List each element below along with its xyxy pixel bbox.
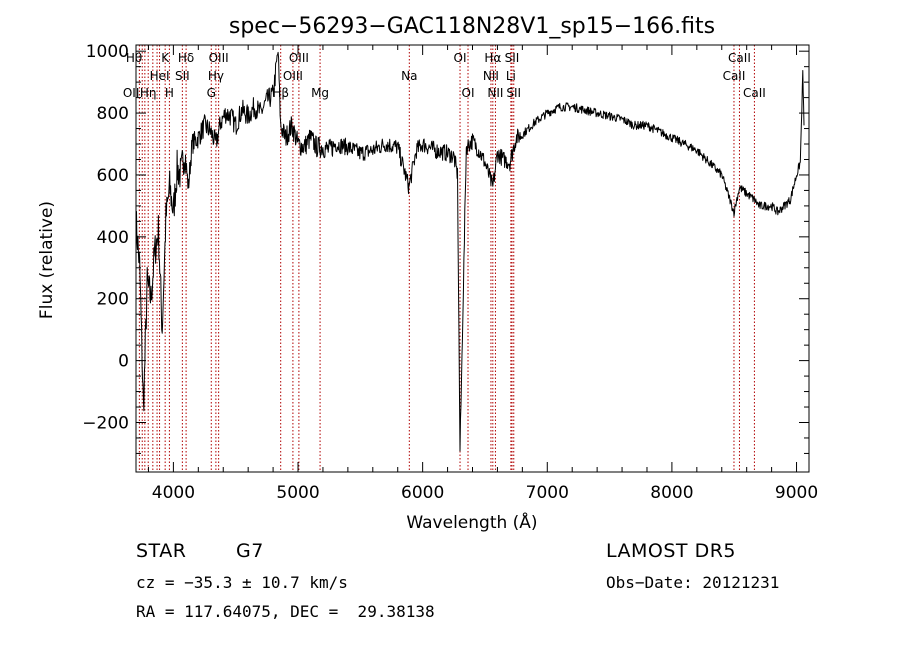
x-tick-label: 6000 xyxy=(401,483,444,503)
spectral-line-label: SII xyxy=(505,51,520,65)
spectral-line-label: Hα xyxy=(484,51,501,65)
spectral-line-label: OIII xyxy=(283,69,303,83)
spectral-line-markers xyxy=(138,45,755,472)
spectral-line-label: Hγ xyxy=(208,69,224,83)
spectral-line-label: CaII xyxy=(743,86,766,100)
observation-date: Obs−Date: 20121231 xyxy=(606,573,780,592)
spectral-line-label: Mg xyxy=(311,86,329,100)
x-tick-label: 5000 xyxy=(276,483,319,503)
spectral-line-label: OIII xyxy=(209,51,229,65)
y-tick-label: 200 xyxy=(97,290,129,310)
spectral-line-labels: OIIHθHηHeIKHSIIHδGHγOIIIHβOIIIOIIIMgNaOI… xyxy=(123,51,766,100)
x-axis: 4000 5000 6000 7000 8000 9000 xyxy=(147,45,818,503)
spectral-line-label: Hθ xyxy=(126,51,142,65)
y-tick-label: 600 xyxy=(97,166,129,186)
spectral-line-label: HeI xyxy=(150,69,170,83)
spectral-line-label: Hδ xyxy=(178,51,194,65)
y-axis-label: Flux (relative) xyxy=(37,201,57,319)
x-tick-label: 4000 xyxy=(152,483,195,503)
spectral-line-label: Hη xyxy=(140,86,157,100)
spectral-line-label: K xyxy=(161,51,170,65)
spectral-line-label: Li xyxy=(506,69,516,83)
y-tick-label: 1000 xyxy=(86,42,129,62)
spectrum-series xyxy=(135,51,805,452)
y-tick-label: 800 xyxy=(97,104,129,124)
chart-title: spec−56293−GAC118N28V1_sp15−166.fits xyxy=(229,14,715,39)
y-tick-label: 400 xyxy=(97,228,129,248)
redshift-cz: cz = −35.3 ± 10.7 km/s xyxy=(136,573,348,592)
spectral-line-label: OI xyxy=(462,86,475,100)
spectral-line-label: Hβ xyxy=(272,86,289,100)
x-axis-label: Wavelength (Å) xyxy=(406,511,537,533)
spectral-line-label: H xyxy=(165,86,174,100)
spectrum-line xyxy=(135,51,805,452)
y-tick-label: −200 xyxy=(82,413,129,433)
plot-frame xyxy=(135,44,810,473)
spectral-line-label: SII xyxy=(506,86,521,100)
coordinates: RA = 117.64075, DEC = 29.38138 xyxy=(136,602,435,621)
spectral-line-label: OII xyxy=(123,86,140,100)
spectral-line-label: CaII xyxy=(723,69,746,83)
spectral-line-label: SII xyxy=(175,69,190,83)
object-type: STAR xyxy=(136,540,187,562)
spectral-line-label: NII xyxy=(483,69,499,83)
x-tick-label: 8000 xyxy=(650,483,693,503)
spectral-line-label: NII xyxy=(487,86,503,100)
x-tick-label: 7000 xyxy=(526,483,569,503)
x-tick-label: 9000 xyxy=(775,483,818,503)
spectral-line-label: G xyxy=(207,86,216,100)
spectral-line-label: CaII xyxy=(728,51,751,65)
y-tick-label: 0 xyxy=(118,352,129,372)
spectral-line-label: OI xyxy=(454,51,467,65)
survey-name: LAMOST DR5 xyxy=(606,540,736,562)
object-subclass: G7 xyxy=(236,540,264,562)
y-axis: −200 0 200 400 600 800 1000 xyxy=(82,42,809,454)
spectral-line-label: OIII xyxy=(289,51,309,65)
spectral-line-label: Na xyxy=(401,69,417,83)
